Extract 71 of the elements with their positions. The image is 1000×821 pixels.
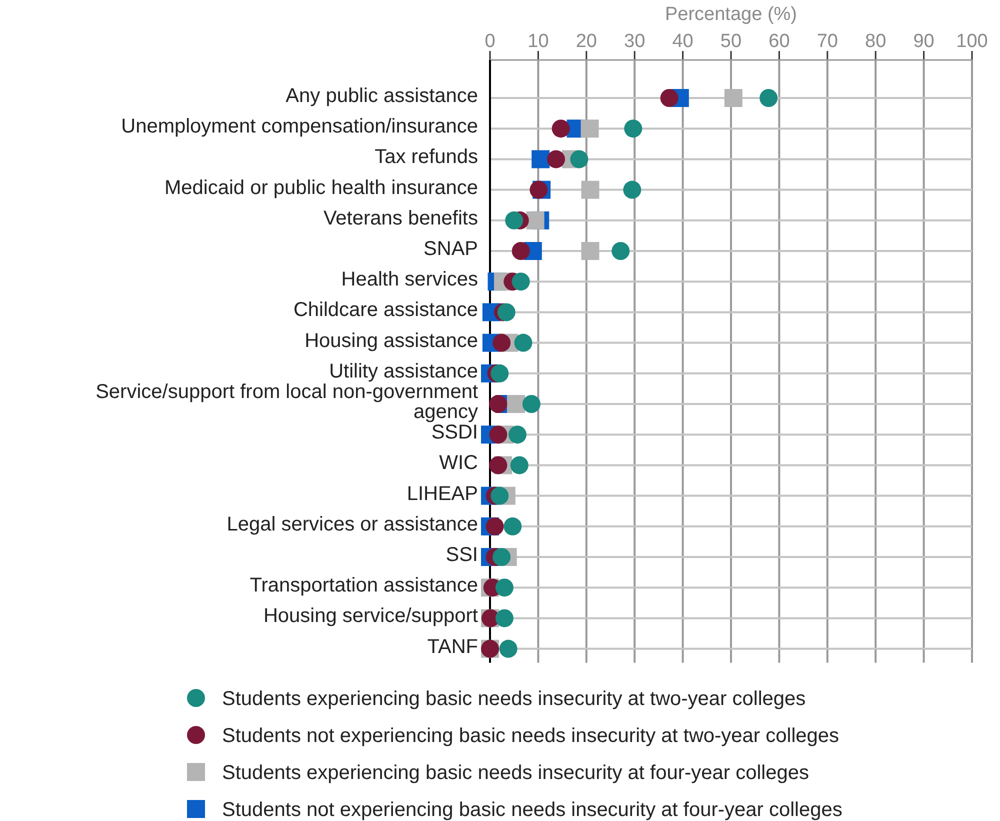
x-tick-label: 90 [913,31,934,52]
y-tick-label: Any public assistance [286,85,478,107]
y-tick-label: SSI [446,544,478,566]
legend-label: Students experiencing basic needs insecurity at two-year colleges [222,688,806,710]
y-tick-label: Veterans benefits [323,207,478,230]
point [624,120,642,138]
point [492,548,511,566]
y-tick-label: Housing service/support [263,605,478,628]
point [512,242,530,260]
point [508,426,526,444]
y-tick-label: Transportation assistance [250,574,478,597]
point [512,272,530,291]
point [497,303,516,322]
point [526,211,544,230]
point [492,334,511,352]
point [623,180,642,199]
y-tick-label: Childcare assistance [293,299,478,322]
point [507,395,526,413]
point [495,609,514,628]
point [580,120,599,138]
y-tick-label: Unemployment compensation/insurance [121,116,478,138]
x-tick-label: 80 [865,31,886,52]
x-tick-label: 0 [484,31,496,52]
point [581,180,600,199]
point [552,120,570,138]
point [612,242,630,260]
point [510,456,528,474]
y-tick-label: SSDI [431,422,478,444]
x-tick-label: 70 [816,31,838,52]
y-tick-label: Tax refunds [374,146,478,168]
point [489,456,508,474]
legend-label: Students not experiencing basic needs insecurity at four-year colleges [222,799,842,821]
point [760,89,778,107]
x-axis-title: Percentage (%) [664,4,798,25]
x-tick-label: 30 [624,31,646,52]
legend-label: Students experiencing basic needs insecurity at four-year colleges [222,762,809,784]
point [532,150,550,168]
y-tick-label: Housing assistance [304,330,478,352]
x-tick-label: 50 [720,31,742,52]
legend-label: Students not experiencing basic needs insecurity at two-year colleges [222,725,840,747]
y-tick-label: Health services [341,268,478,291]
point [489,395,508,413]
y-tick-label: Medicaid or public health insurance [164,176,478,199]
y-tick-label: LIHEAP [406,482,478,505]
y-tick-label: SNAP [424,238,478,260]
point [514,334,532,352]
point [495,578,514,597]
y-tick-label: TANF [427,636,478,658]
point [570,150,588,168]
y-tick-label: WIC [439,452,478,474]
point [547,150,566,168]
x-tick-label: 100 [956,31,988,52]
point [504,517,522,536]
point [660,89,678,107]
x-tick-label: 20 [576,31,597,52]
point [489,426,508,444]
point [490,364,509,382]
x-tick-label: 40 [672,31,694,52]
y-tick-label: Service/support from local non-government agency [96,381,478,423]
y-tick-label: Legal services or assistance [226,513,478,536]
point [522,395,540,413]
point [530,180,548,199]
x-tick-label: 10 [528,31,549,52]
x-tick-label: 60 [768,31,790,52]
point [505,211,524,230]
point [499,640,518,658]
y-tick-label: Utility assistance [329,360,478,382]
point [486,517,504,536]
point [490,486,509,505]
point [581,242,600,260]
point [724,89,742,107]
